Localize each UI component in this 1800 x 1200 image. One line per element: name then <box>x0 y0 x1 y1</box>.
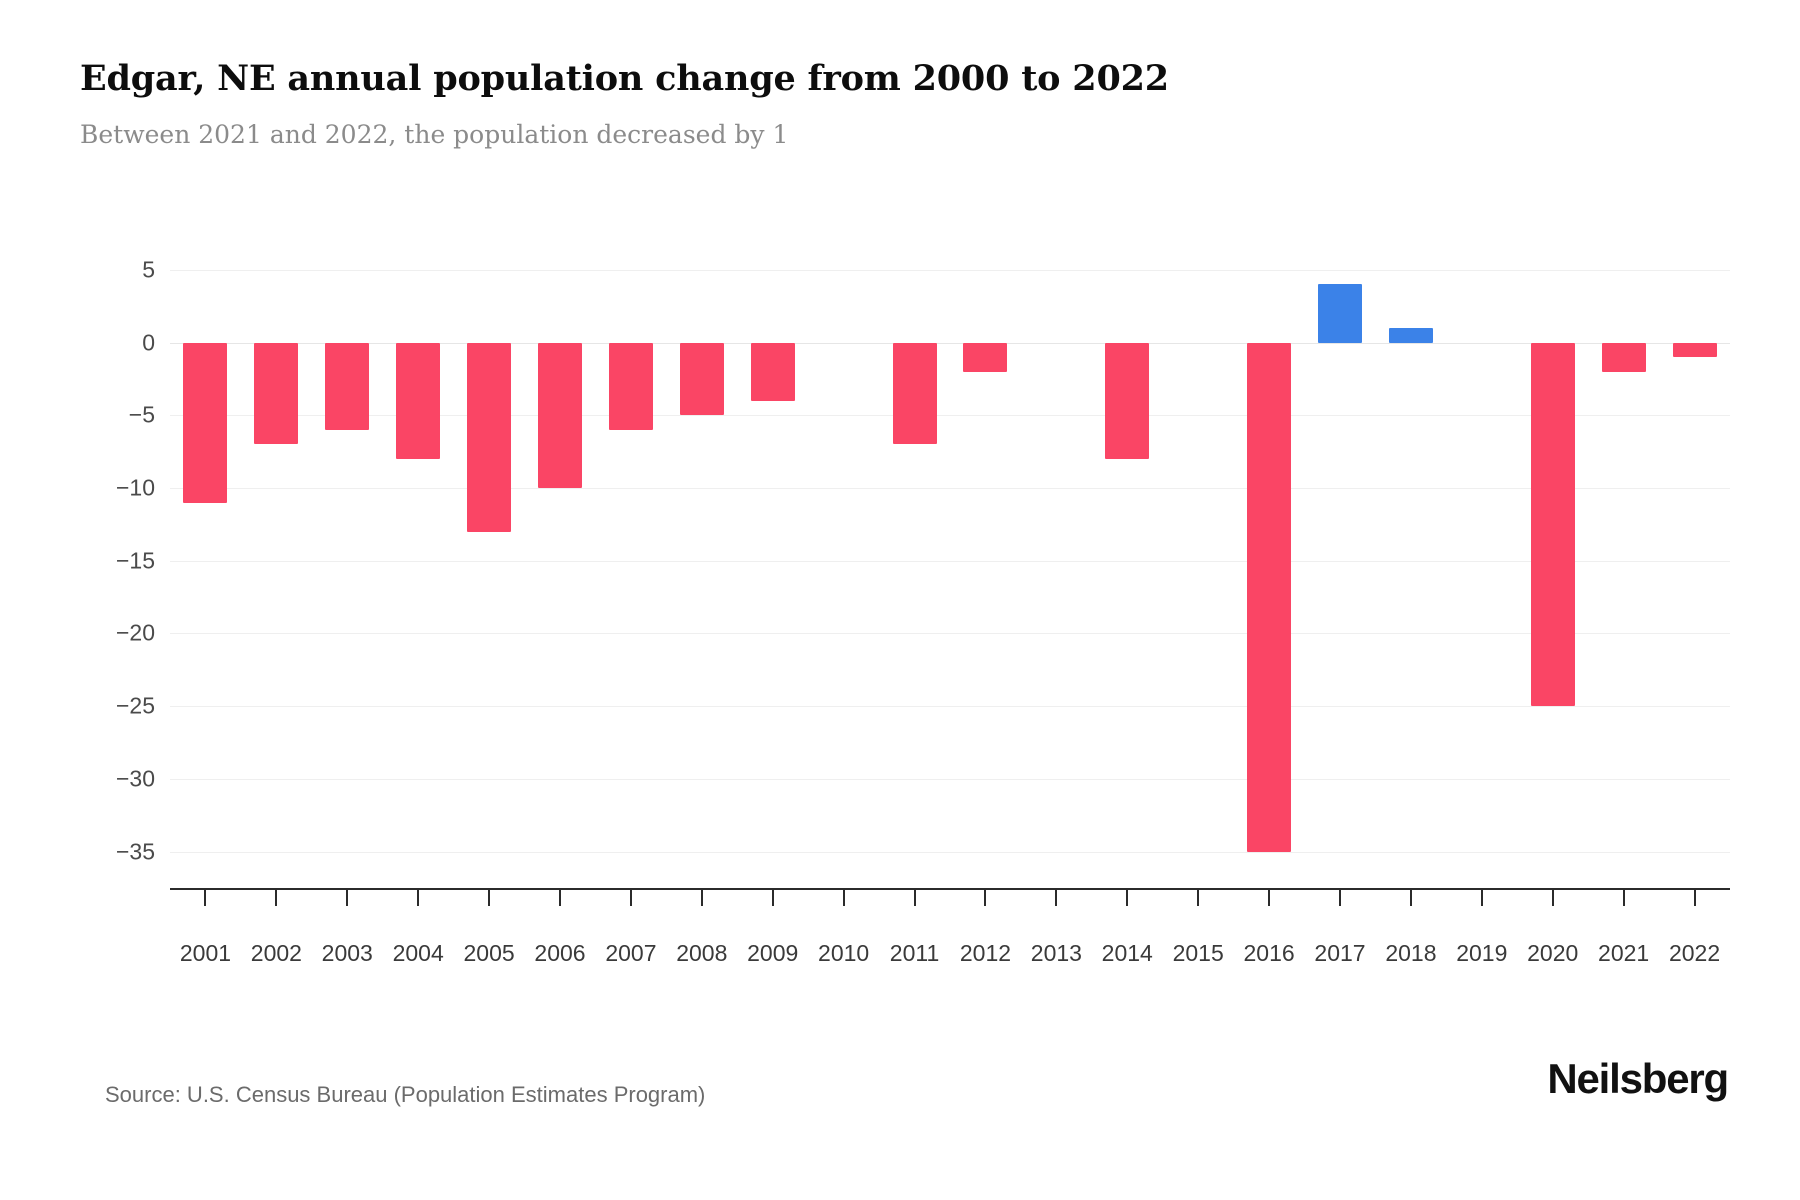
x-axis-tick-label-2014: 2014 <box>1101 940 1153 966</box>
x-axis-tick-label-2001: 2001 <box>179 940 232 966</box>
bar-2012[interactable] <box>963 342 1008 372</box>
gridline <box>170 342 1730 344</box>
y-axis-tick-label: −20 <box>115 619 155 646</box>
x-axis-tick <box>629 888 632 906</box>
x-axis-tick-label-2005: 2005 <box>463 940 515 966</box>
x-axis-tick-label-2010: 2010 <box>818 940 870 966</box>
x-axis-tick-label-2003: 2003 <box>321 940 373 966</box>
x-axis-tick <box>346 888 349 906</box>
bar-2007[interactable] <box>608 342 653 430</box>
y-axis-tick-label: −35 <box>115 838 155 865</box>
bar-2022[interactable] <box>1672 342 1717 358</box>
gridline <box>170 633 1730 635</box>
x-axis-tick-label-2018: 2018 <box>1385 940 1437 966</box>
y-axis-tick-label: 0 <box>142 329 155 356</box>
x-axis-tick <box>488 888 491 906</box>
x-axis-tick-label-2007: 2007 <box>605 940 657 966</box>
x-axis-line <box>170 888 1730 890</box>
page-subtitle: Between 2021 and 2022, the population de… <box>80 120 789 149</box>
gridline <box>170 706 1730 708</box>
brand-logo: Neilsberg <box>1547 1055 1729 1102</box>
y-axis-tick-label: 5 <box>142 256 155 283</box>
bar-2005[interactable] <box>467 342 512 532</box>
bar-2002[interactable] <box>254 342 299 445</box>
x-axis-tick-label-2015: 2015 <box>1172 940 1224 966</box>
plot-area <box>170 248 1730 888</box>
y-axis-tick-label: −15 <box>115 547 155 574</box>
x-axis-tick <box>1268 888 1271 906</box>
x-axis-tick-label-2016: 2016 <box>1243 940 1295 966</box>
x-axis-tick <box>984 888 987 906</box>
bar-2008[interactable] <box>679 342 724 416</box>
x-axis-tick-label-2012: 2012 <box>959 940 1012 966</box>
bar-2004[interactable] <box>396 342 441 459</box>
x-axis-tick <box>771 888 774 906</box>
x-axis-tick-label-2013: 2013 <box>1030 940 1082 966</box>
x-axis-tick-label-2011: 2011 <box>889 940 940 966</box>
x-axis-tick <box>1409 888 1412 906</box>
x-axis-tick <box>1197 888 1200 906</box>
bar-2017[interactable] <box>1318 284 1362 343</box>
x-axis-tick <box>1126 888 1129 906</box>
x-axis-tick <box>1622 888 1625 906</box>
gridline <box>170 488 1730 489</box>
x-axis-tick <box>913 888 916 906</box>
x-axis-tick-label-2006: 2006 <box>534 940 586 966</box>
bar-2003[interactable] <box>325 342 370 430</box>
x-axis-tick <box>204 888 207 906</box>
x-axis-tick <box>1055 888 1058 906</box>
x-axis-tick <box>275 888 278 906</box>
x-axis-tick-label-2019: 2019 <box>1456 940 1508 966</box>
x-axis-tick-label-2021: 2021 <box>1598 940 1650 966</box>
y-axis-tick-label: −10 <box>115 474 155 501</box>
gridline <box>170 851 1730 853</box>
gridline <box>170 778 1730 780</box>
gridline <box>170 269 1730 271</box>
x-axis-tick <box>559 888 561 906</box>
x-axis-tick <box>700 888 703 906</box>
x-axis-tick-label-2017: 2017 <box>1314 940 1366 966</box>
y-axis-tick-label: −30 <box>115 765 155 792</box>
x-axis-tick <box>1339 888 1341 906</box>
x-axis-tick <box>1480 888 1483 906</box>
bar-2020[interactable] <box>1530 342 1575 707</box>
bar-2001[interactable] <box>183 342 228 503</box>
x-axis-tick-label-2008: 2008 <box>676 940 728 966</box>
gridline <box>170 560 1730 562</box>
x-axis-tick-label-2002: 2002 <box>250 940 302 966</box>
y-axis-tick-label: −5 <box>128 401 155 428</box>
bar-2018[interactable] <box>1388 328 1433 343</box>
x-axis-tick <box>417 888 420 906</box>
x-axis-tick <box>1551 888 1554 906</box>
bar-2021[interactable] <box>1601 342 1646 372</box>
x-axis-tick-label-2022: 2022 <box>1668 940 1721 966</box>
x-axis-tick-label-2020: 2020 <box>1527 940 1579 966</box>
bar-2009[interactable] <box>750 342 795 401</box>
source-note: Source: U.S. Census Bureau (Population E… <box>105 1082 706 1107</box>
x-axis-tick-label-2009: 2009 <box>747 940 799 966</box>
gridline <box>170 415 1730 417</box>
x-axis-tick <box>842 888 845 906</box>
x-axis-tick-label-2004: 2004 <box>392 940 444 966</box>
page-title: Edgar, NE annual population change from … <box>80 58 1169 99</box>
bar-2014[interactable] <box>1105 342 1150 459</box>
bar-2016[interactable] <box>1247 342 1292 852</box>
y-axis-tick-label: −25 <box>115 692 155 719</box>
bar-2011[interactable] <box>892 342 937 445</box>
bar-2006[interactable] <box>538 342 582 488</box>
y-axis: 5 0 −5 −10 −15 −20 −25 −30 −35 <box>60 248 155 888</box>
x-axis-tick <box>1693 888 1696 906</box>
